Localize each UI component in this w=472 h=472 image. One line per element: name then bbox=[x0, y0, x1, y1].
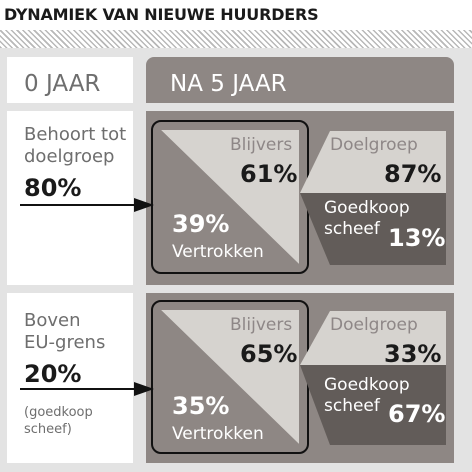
hatch-divider bbox=[0, 30, 472, 48]
row2-outcome-shapes bbox=[300, 311, 446, 445]
row2-stay-label: Blijvers bbox=[230, 315, 293, 335]
row2-arrow bbox=[20, 382, 154, 396]
row1-stay-percentage: 61% bbox=[240, 160, 298, 188]
row1-cheap-line2: scheef bbox=[324, 219, 380, 239]
row1-split-square bbox=[161, 130, 299, 264]
row2-stay-percentage: 65% bbox=[240, 340, 298, 368]
row1-cheap-line1: Goedkoop bbox=[324, 198, 410, 218]
header-left-label: 0 JAAR bbox=[24, 71, 101, 97]
row1-leave-label: Vertrokken bbox=[172, 242, 264, 262]
row2-note-line2: scheef) bbox=[24, 422, 72, 437]
row1-outcome-shapes bbox=[300, 131, 446, 265]
row1-left-percentage: 80% bbox=[24, 174, 82, 202]
row1-left-line2: doelgroep bbox=[24, 146, 115, 167]
row1-left-card bbox=[7, 111, 133, 285]
header-right-panel bbox=[146, 57, 454, 103]
page-title: DYNAMIEK VAN NIEUWE HUURDERS bbox=[4, 5, 319, 24]
row1-target-label: Doelgroep bbox=[330, 135, 418, 155]
row2-cheap-percentage: 67% bbox=[388, 400, 446, 428]
row1-left-line1: Behoort tot bbox=[24, 124, 127, 145]
row2-left-line1: Boven bbox=[24, 310, 81, 331]
row2-leave-percentage: 35% bbox=[172, 392, 230, 420]
row2-cheap-shape bbox=[300, 365, 446, 445]
row2-leave-label: Vertrokken bbox=[172, 424, 264, 444]
row1-stay-label: Blijvers bbox=[230, 135, 293, 155]
row2-target-label: Doelgroep bbox=[330, 315, 418, 335]
row2-note-line1: (goedkoop bbox=[24, 405, 93, 420]
row1-cheap-shape bbox=[300, 193, 446, 265]
row1-target-percentage: 87% bbox=[384, 160, 442, 188]
row2-cheap-line1: Goedkoop bbox=[324, 375, 410, 395]
row2-split-square bbox=[161, 310, 299, 444]
header-right-label: NA 5 JAAR bbox=[170, 71, 287, 97]
row2-left-card bbox=[7, 293, 133, 463]
row1-cheap-percentage: 13% bbox=[388, 224, 446, 252]
row2-left-line2: EU-grens bbox=[24, 332, 106, 353]
row2-target-shape bbox=[300, 311, 446, 365]
header-left-card bbox=[7, 57, 133, 103]
row2-target-percentage: 33% bbox=[384, 340, 442, 368]
row2-leavers-triangle bbox=[161, 310, 299, 444]
row1-leave-percentage: 39% bbox=[172, 210, 230, 238]
row1-arrow bbox=[20, 198, 154, 212]
row1-target-shape bbox=[300, 131, 446, 193]
row2-left-percentage: 20% bbox=[24, 360, 82, 388]
row1-leavers-triangle bbox=[161, 130, 299, 264]
row2-cheap-line2: scheef bbox=[324, 396, 380, 416]
